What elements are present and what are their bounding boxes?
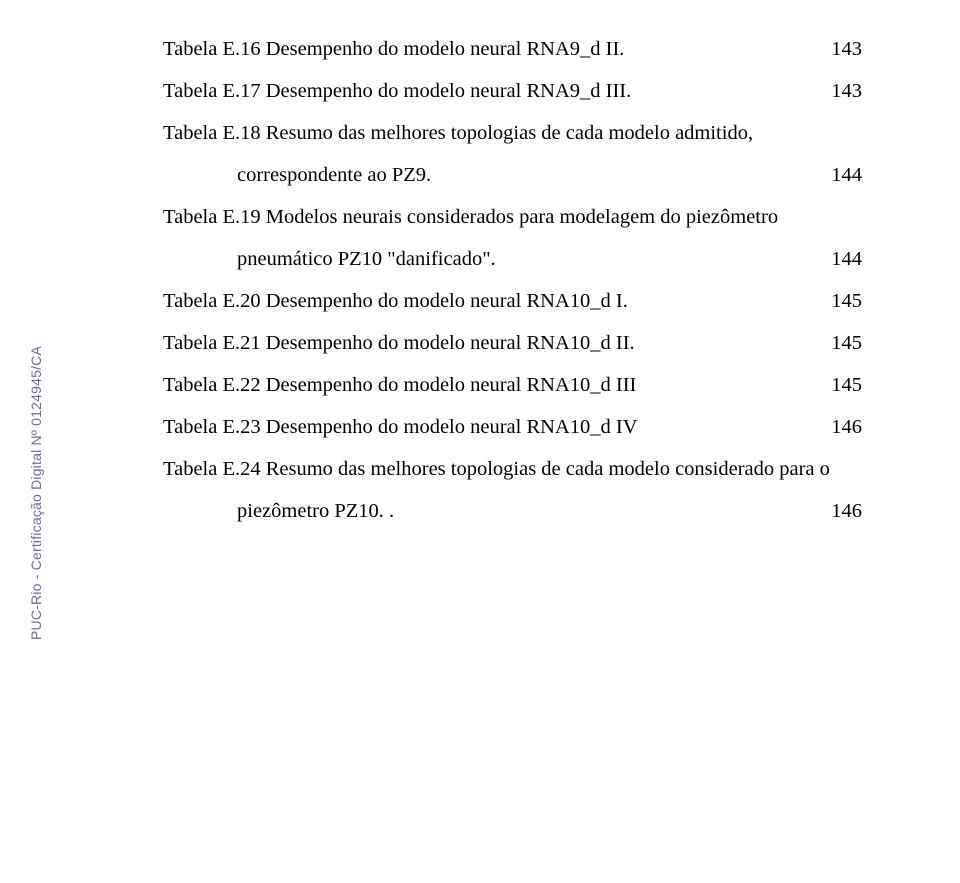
toc-entry: piezômetro PZ10. . 146	[163, 490, 862, 532]
toc-entry: Tabela E.21 Desempenho do modelo neural …	[163, 322, 862, 364]
toc-entry: Tabela E.24 Resumo das melhores topologi…	[163, 448, 862, 490]
toc-entry-page: 143	[831, 70, 862, 112]
toc-entry-page: 145	[831, 322, 862, 364]
toc-entry: Tabela E.23 Desempenho do modelo neural …	[163, 406, 862, 448]
toc-entry-page: 143	[831, 28, 862, 70]
toc-entry: correspondente ao PZ9. 144	[163, 154, 862, 196]
toc-entry-text: Tabela E.24 Resumo das melhores topologi…	[163, 448, 862, 490]
toc-entry: Tabela E.16 Desempenho do modelo neural …	[163, 28, 862, 70]
toc-entry-page: 145	[831, 364, 862, 406]
toc-entry-page: 145	[831, 280, 862, 322]
toc-entry-text: Tabela E.22 Desempenho do modelo neural …	[163, 364, 807, 406]
toc-entry-page: 144	[831, 154, 862, 196]
toc-entry: Tabela E.18 Resumo das melhores topologi…	[163, 112, 862, 154]
toc-entry-page: 146	[831, 406, 862, 448]
toc-entry: pneumático PZ10 "danificado". 144	[163, 238, 862, 280]
toc-entry: Tabela E.17 Desempenho do modelo neural …	[163, 70, 862, 112]
toc-entry-text: Tabela E.21 Desempenho do modelo neural …	[163, 322, 807, 364]
toc-entry-text: Tabela E.17 Desempenho do modelo neural …	[163, 70, 807, 112]
toc-entry: Tabela E.20 Desempenho do modelo neural …	[163, 280, 862, 322]
watermark-text: PUC-Rio - Certificação Digital Nº 012494…	[28, 346, 44, 640]
toc-entry-text: Tabela E.16 Desempenho do modelo neural …	[163, 28, 807, 70]
toc-entry-text: Tabela E.23 Desempenho do modelo neural …	[163, 406, 807, 448]
toc-entry-text: pneumático PZ10 "danificado".	[163, 238, 807, 280]
toc-entry-text: correspondente ao PZ9.	[163, 154, 807, 196]
toc-entry-text: Tabela E.20 Desempenho do modelo neural …	[163, 280, 807, 322]
toc-entry: Tabela E.22 Desempenho do modelo neural …	[163, 364, 862, 406]
toc-entry-page: 144	[831, 238, 862, 280]
toc-entry: Tabela E.19 Modelos neurais considerados…	[163, 196, 862, 238]
toc-entry-text: piezômetro PZ10. .	[163, 490, 807, 532]
toc-entry-text: Tabela E.18 Resumo das melhores topologi…	[163, 112, 862, 154]
toc-entry-text: Tabela E.19 Modelos neurais considerados…	[163, 196, 862, 238]
toc-entry-page: 146	[831, 490, 862, 532]
toc-content: Tabela E.16 Desempenho do modelo neural …	[0, 0, 960, 532]
